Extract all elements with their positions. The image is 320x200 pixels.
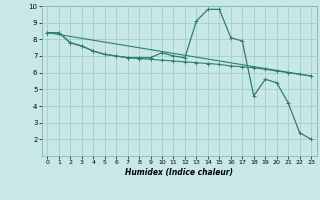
X-axis label: Humidex (Indice chaleur): Humidex (Indice chaleur) [125,168,233,177]
